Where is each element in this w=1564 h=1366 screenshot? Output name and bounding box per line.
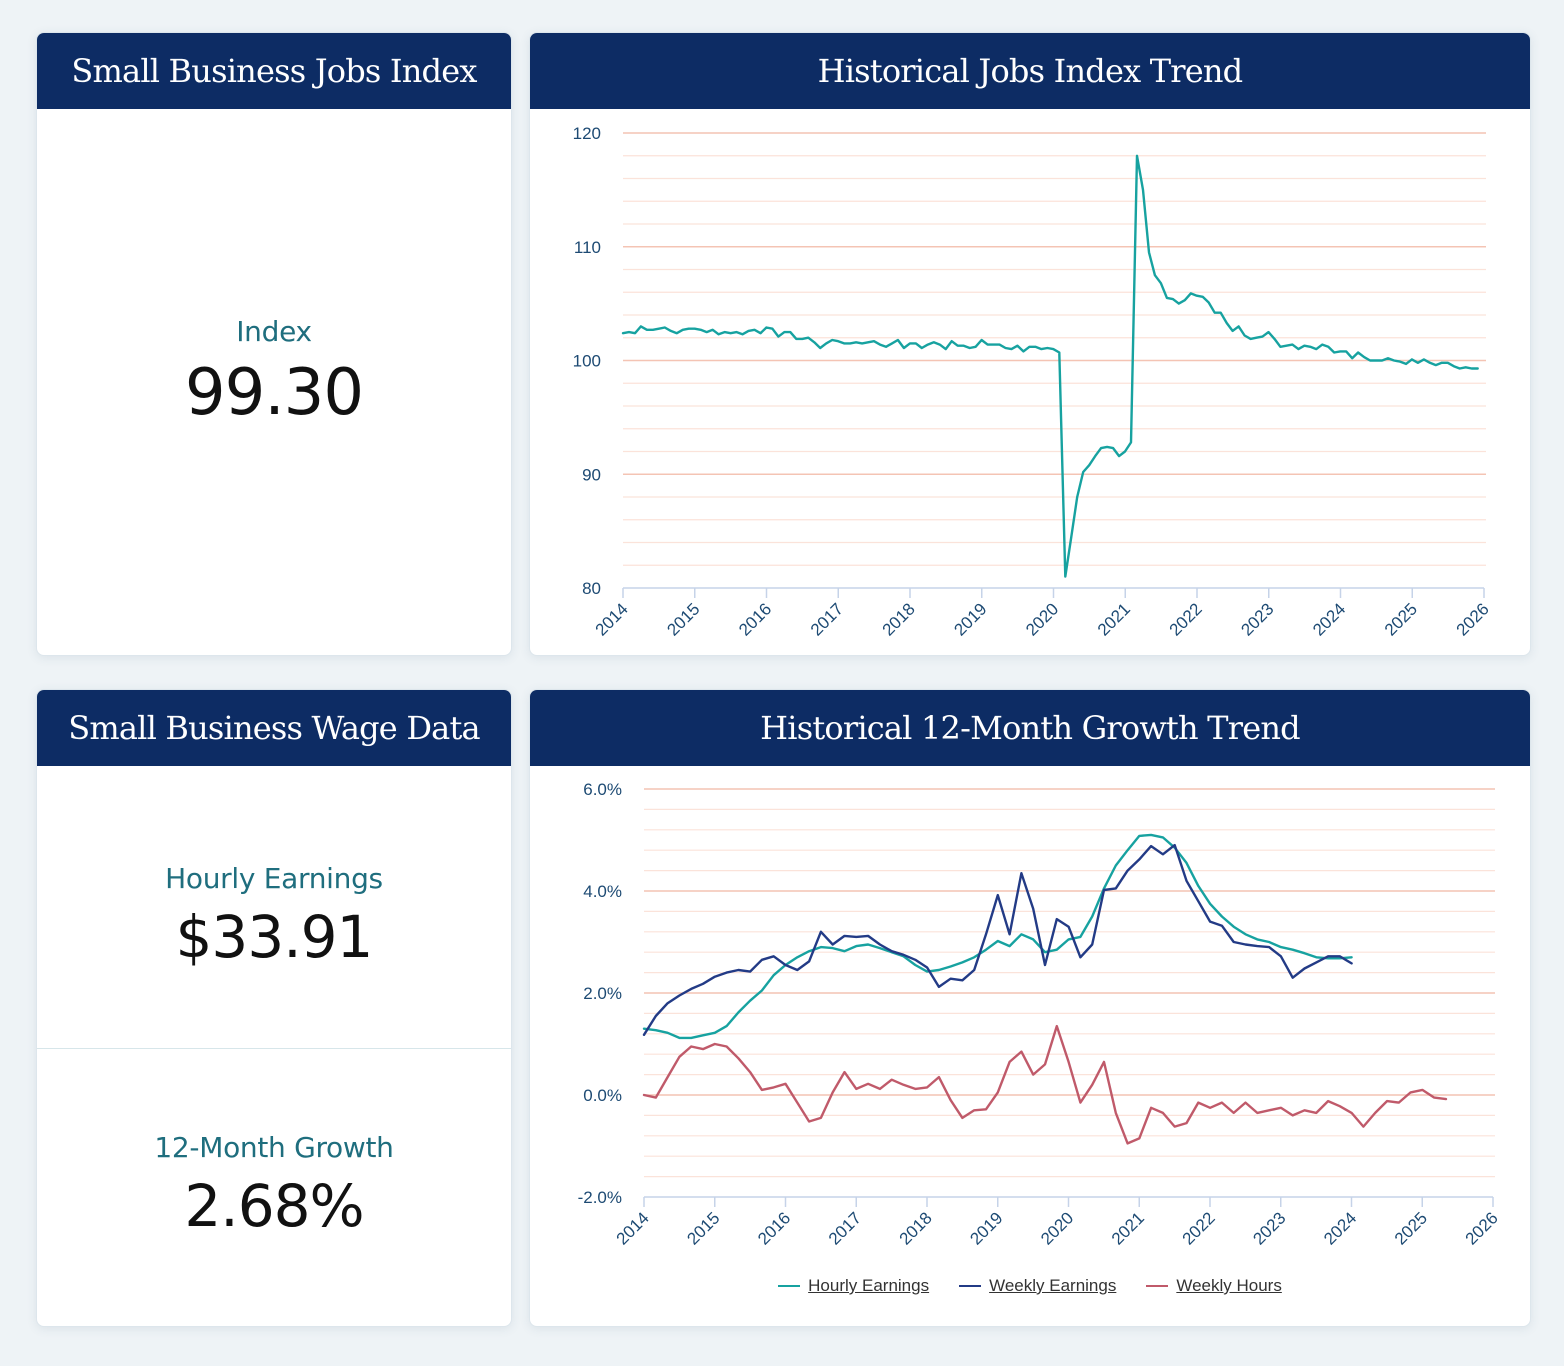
growth-trend-card: Historical 12-Month Growth Trend -2.0% 0.…: [529, 689, 1531, 1327]
y-tick-label: 0.0%: [583, 1086, 622, 1105]
wage-data-title: Small Business Wage Data: [37, 690, 511, 766]
series-line-hourly-earnings: [642, 833, 1353, 1040]
hourly-earnings-swatch: [778, 1285, 801, 1287]
hourly-earnings-metric: Hourly Earnings $33.91: [37, 862, 511, 971]
jobs-trend-title: Historical Jobs Index Trend: [530, 33, 1530, 109]
y-tick-label: 6.0%: [583, 780, 622, 799]
x-tick-label: 2016: [735, 599, 775, 639]
x-tick-label: 2016: [754, 1208, 794, 1248]
x-tick-label: 2025: [1391, 1208, 1431, 1248]
hourly-earnings-label: Hourly Earnings: [165, 862, 383, 895]
legend-label: Hourly Earnings: [808, 1276, 930, 1295]
x-tick-label: 2019: [950, 599, 990, 639]
y-tick-label: -2.0%: [578, 1188, 622, 1207]
legend-label: Weekly Earnings: [989, 1276, 1117, 1295]
hourly-earnings-value: $33.91: [175, 903, 374, 971]
x-tick-label: 2020: [1037, 1208, 1077, 1248]
x-tick-label: 2020: [1022, 599, 1062, 639]
x-tick-label: 2023: [1249, 1208, 1289, 1248]
y-tick-label: 4.0%: [583, 882, 622, 901]
x-tick-label: 2023: [1237, 599, 1277, 639]
chart-legend: Hourly Earnings Weekly Earnings Weekly H…: [530, 1276, 1530, 1296]
growth-trend-title: Historical 12-Month Growth Trend: [530, 690, 1530, 766]
jobs-index-title: Small Business Jobs Index: [37, 33, 511, 109]
series-line-weekly-earnings: [642, 843, 1353, 1036]
x-tick-label: 2014: [613, 1208, 653, 1248]
x-tick-label: 2024: [1320, 1208, 1360, 1248]
legend-item-weekly-hours[interactable]: Weekly Hours: [1146, 1276, 1282, 1296]
x-tick-label: 2018: [879, 599, 919, 639]
index-value: 99.30: [184, 356, 364, 430]
legend-item-weekly-earnings[interactable]: Weekly Earnings: [959, 1276, 1116, 1296]
x-tick-label: 2017: [825, 1208, 865, 1248]
x-tick-label: 2015: [683, 1208, 723, 1248]
x-tick-label: 2026: [1462, 1208, 1502, 1248]
x-tick-label: 2022: [1179, 1208, 1219, 1248]
metric-divider: [37, 1048, 511, 1049]
y-tick-label: 2.0%: [583, 984, 622, 1003]
x-tick-label: 2021: [1094, 599, 1134, 639]
x-tick-label: 2018: [896, 1208, 936, 1248]
weekly-earnings-swatch: [959, 1285, 982, 1287]
x-tick-label: 2026: [1453, 599, 1493, 639]
jobs-index-metric: Index 99.30: [37, 315, 511, 430]
index-label: Index: [236, 315, 312, 348]
y-tick-label: 110: [574, 238, 601, 257]
legend-item-hourly-earnings[interactable]: Hourly Earnings: [778, 1276, 929, 1296]
jobs-trend-card: Historical Jobs Index Trend 80 90 100 110 12…: [529, 32, 1531, 656]
x-tick-label: 2021: [1108, 1208, 1148, 1248]
x-tick-label: 2024: [1309, 599, 1349, 639]
growth-label: 12-Month Growth: [154, 1131, 394, 1164]
y-tick-label: 90: [582, 465, 601, 484]
y-tick-label: 100: [573, 352, 601, 371]
growth-trend-chart: -2.0% 0.0% 2.0% 4.0% 6.0% 2014 2015 2016 2017 201…: [578, 780, 1502, 1249]
wage-data-card: Small Business Wage Data Hourly Earnings…: [36, 689, 512, 1327]
jobs-trend-chart: 80 90 100 110 120 2014 2015 2016 2017 2018 2019 202…: [573, 124, 1493, 640]
series-line-jobs-index: [621, 154, 1479, 578]
jobs-index-card: Small Business Jobs Index Index 99.30: [36, 32, 512, 656]
weekly-hours-swatch: [1146, 1285, 1169, 1287]
series-line-weekly-hours: [642, 1024, 1448, 1145]
x-tick-label: 2017: [807, 599, 847, 639]
x-tick-label: 2015: [663, 599, 703, 639]
x-tick-label: 2022: [1166, 599, 1206, 639]
x-tick-label: 2014: [592, 599, 632, 639]
y-tick-label: 120: [573, 124, 601, 143]
x-tick-label: 2025: [1381, 599, 1421, 639]
x-tick-label: 2019: [966, 1208, 1006, 1248]
growth-value: 2.68%: [184, 1172, 364, 1240]
legend-label: Weekly Hours: [1176, 1276, 1282, 1295]
y-tick-label: 80: [582, 579, 601, 598]
growth-metric: 12-Month Growth 2.68%: [37, 1131, 511, 1240]
